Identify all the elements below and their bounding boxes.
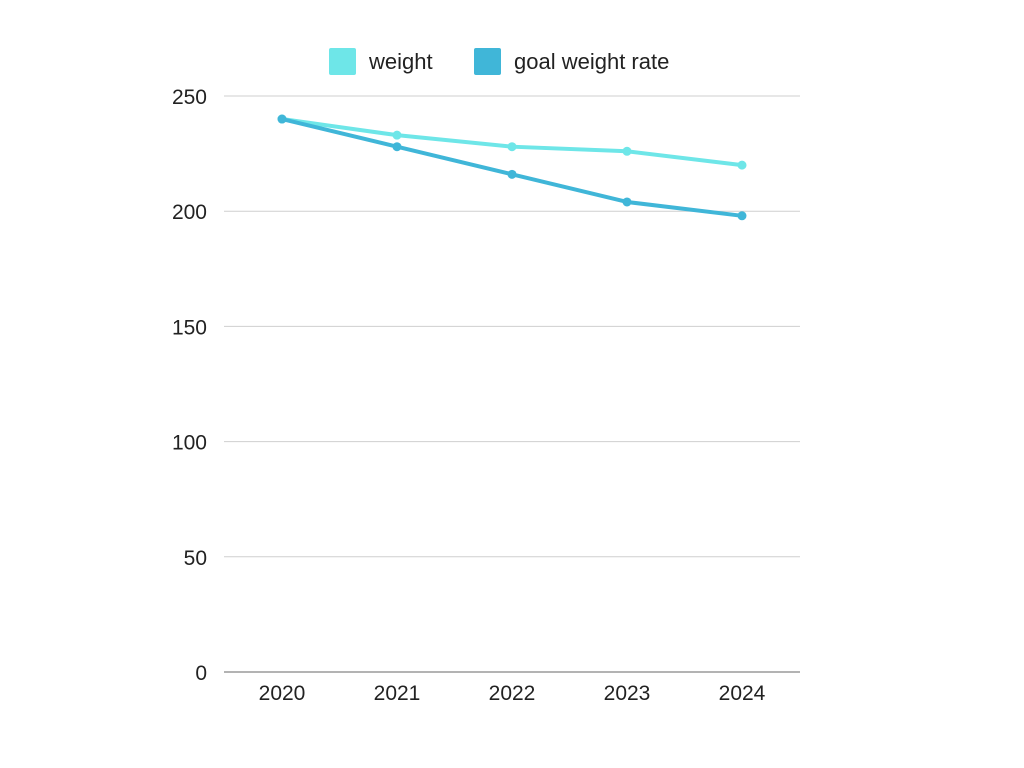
y-tick-label: 100 <box>172 432 207 455</box>
x-axis-tick-labels: 2020 2021 2022 2023 2024 <box>259 682 766 705</box>
legend-label: weight <box>368 49 433 74</box>
legend: weight goal weight rate <box>329 48 669 75</box>
series-lines <box>277 114 747 221</box>
legend-label: goal weight rate <box>514 49 669 74</box>
y-tick-label: 200 <box>172 201 207 224</box>
legend-swatch <box>474 48 501 75</box>
y-tick-label: 250 <box>172 86 207 109</box>
x-tick-label: 2024 <box>719 682 766 705</box>
legend-item: weight <box>329 48 433 75</box>
data-point <box>277 114 287 124</box>
gridlines <box>224 95 800 673</box>
legend-item: goal weight rate <box>474 48 669 75</box>
x-tick-label: 2021 <box>374 682 421 705</box>
x-tick-label: 2020 <box>259 682 306 705</box>
x-tick-label: 2023 <box>604 682 651 705</box>
data-point <box>507 169 517 179</box>
x-tick-label: 2022 <box>489 682 536 705</box>
data-point <box>622 197 632 207</box>
data-point <box>622 146 632 156</box>
data-point <box>737 160 747 170</box>
y-tick-label: 0 <box>195 662 207 685</box>
series-0 <box>277 114 747 170</box>
legend-swatch <box>329 48 356 75</box>
y-tick-label: 50 <box>184 547 207 570</box>
series-1 <box>277 114 747 221</box>
series-line <box>280 117 744 218</box>
data-point <box>392 130 402 140</box>
y-tick-label: 150 <box>172 316 207 339</box>
data-point <box>737 211 747 221</box>
y-axis-tick-labels: 0 50 100 150 200 250 <box>172 86 207 685</box>
data-point <box>392 142 402 152</box>
data-point <box>507 142 517 152</box>
series-line <box>280 117 744 168</box>
